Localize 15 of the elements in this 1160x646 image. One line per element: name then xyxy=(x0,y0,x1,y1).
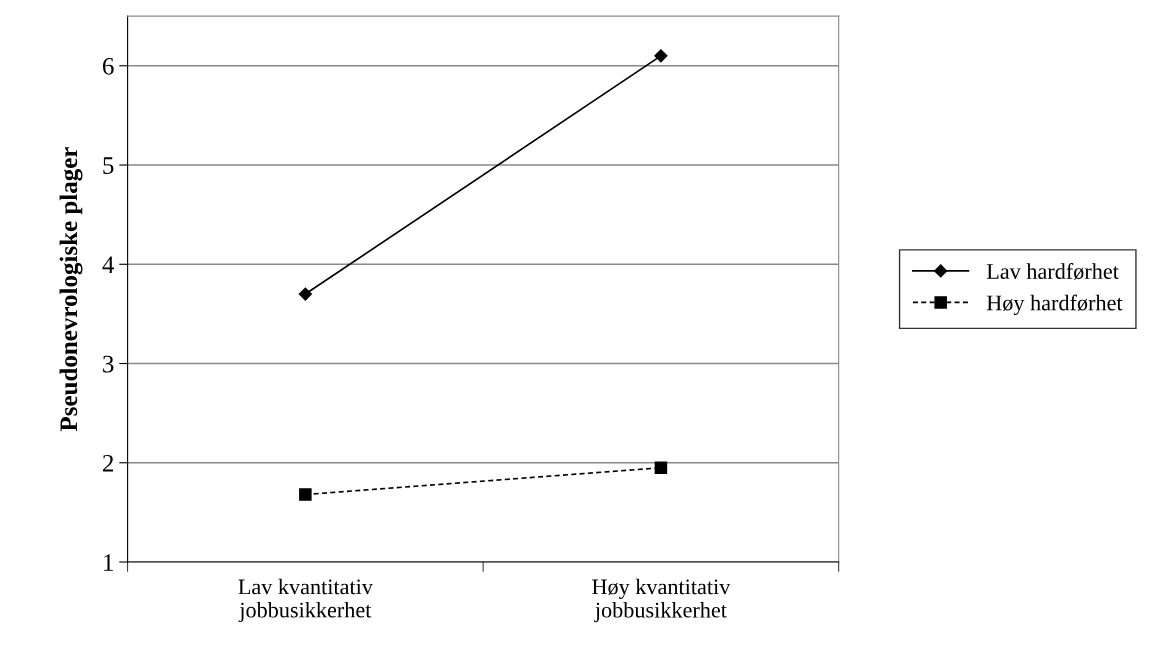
point xyxy=(298,287,312,301)
y-tick-label: 3 xyxy=(103,355,114,373)
y-axis-title: Pseudonevrologiske plager xyxy=(59,147,83,432)
point xyxy=(654,49,668,63)
legend-label: Lav hardførhet xyxy=(986,263,1119,280)
y-tick-label: 1 xyxy=(104,554,113,571)
legend-label: Høy hardførhet xyxy=(986,294,1123,316)
y-tick-label: 4 xyxy=(102,256,115,273)
y-tick-label: 6 xyxy=(102,57,114,75)
y-tick-label: 2 xyxy=(103,454,114,472)
point xyxy=(299,488,312,501)
x-tick-label: Høy kvantitativ jobbusikkerhet xyxy=(592,578,731,623)
point xyxy=(654,461,668,474)
y-tick-label: 5 xyxy=(103,157,114,174)
x-tick-label: Lav kvantitativ jobbusikkerhet xyxy=(238,578,373,623)
